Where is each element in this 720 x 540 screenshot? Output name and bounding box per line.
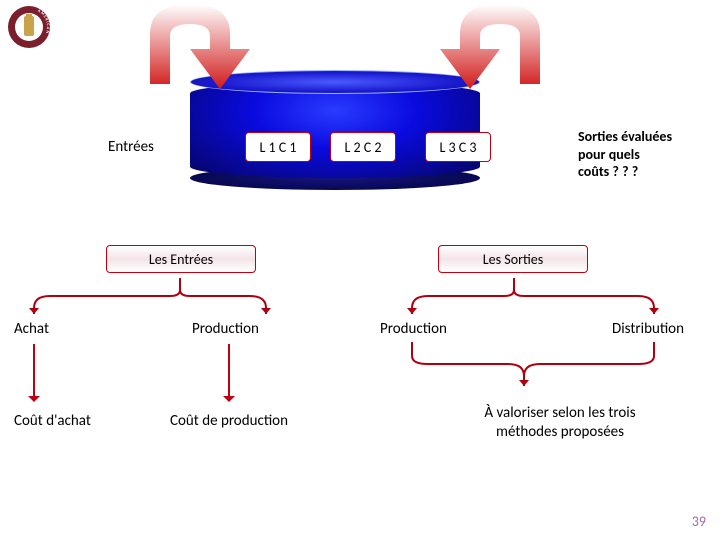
- les-entrees-box: Les Entrées: [106, 245, 256, 273]
- entrees-label: Entrées: [108, 138, 154, 157]
- drum-body: [190, 82, 480, 178]
- sorties-merge-bracket-icon: [388, 342, 708, 402]
- cout-achat-label: Coût d'achat: [14, 412, 91, 431]
- production-right-label: Production: [380, 320, 447, 339]
- production-left-label: Production: [192, 320, 259, 339]
- lc-box-2: L 2 C 2: [330, 132, 396, 162]
- output-u-arrow-icon: [430, 0, 570, 94]
- achat-to-cost-arrow-icon: [33, 344, 35, 400]
- university-shield-logo: A M E R I C A N: [6, 4, 52, 50]
- slide-number: 39: [692, 513, 706, 530]
- input-u-arrow-icon: [130, 0, 270, 94]
- les-sorties-box: Les Sorties: [438, 245, 588, 273]
- lc-box-1: L 1 C 1: [245, 132, 311, 162]
- achat-label: Achat: [14, 320, 49, 339]
- slide-root: A M E R I C A N Entrées L 1 C 1 L 2 C 2: [0, 0, 720, 540]
- cout-production-label: Coût de production: [170, 412, 288, 431]
- distribution-label: Distribution: [612, 320, 684, 339]
- sorties-evaluees-text: Sorties évaluées pour quels coûts ? ? ?: [578, 128, 708, 181]
- lc-box-3: L 3 C 3: [425, 132, 491, 162]
- production-to-cost-arrow-icon: [228, 344, 230, 400]
- valoriser-text: À valoriser selon les trois méthodes pro…: [430, 404, 690, 442]
